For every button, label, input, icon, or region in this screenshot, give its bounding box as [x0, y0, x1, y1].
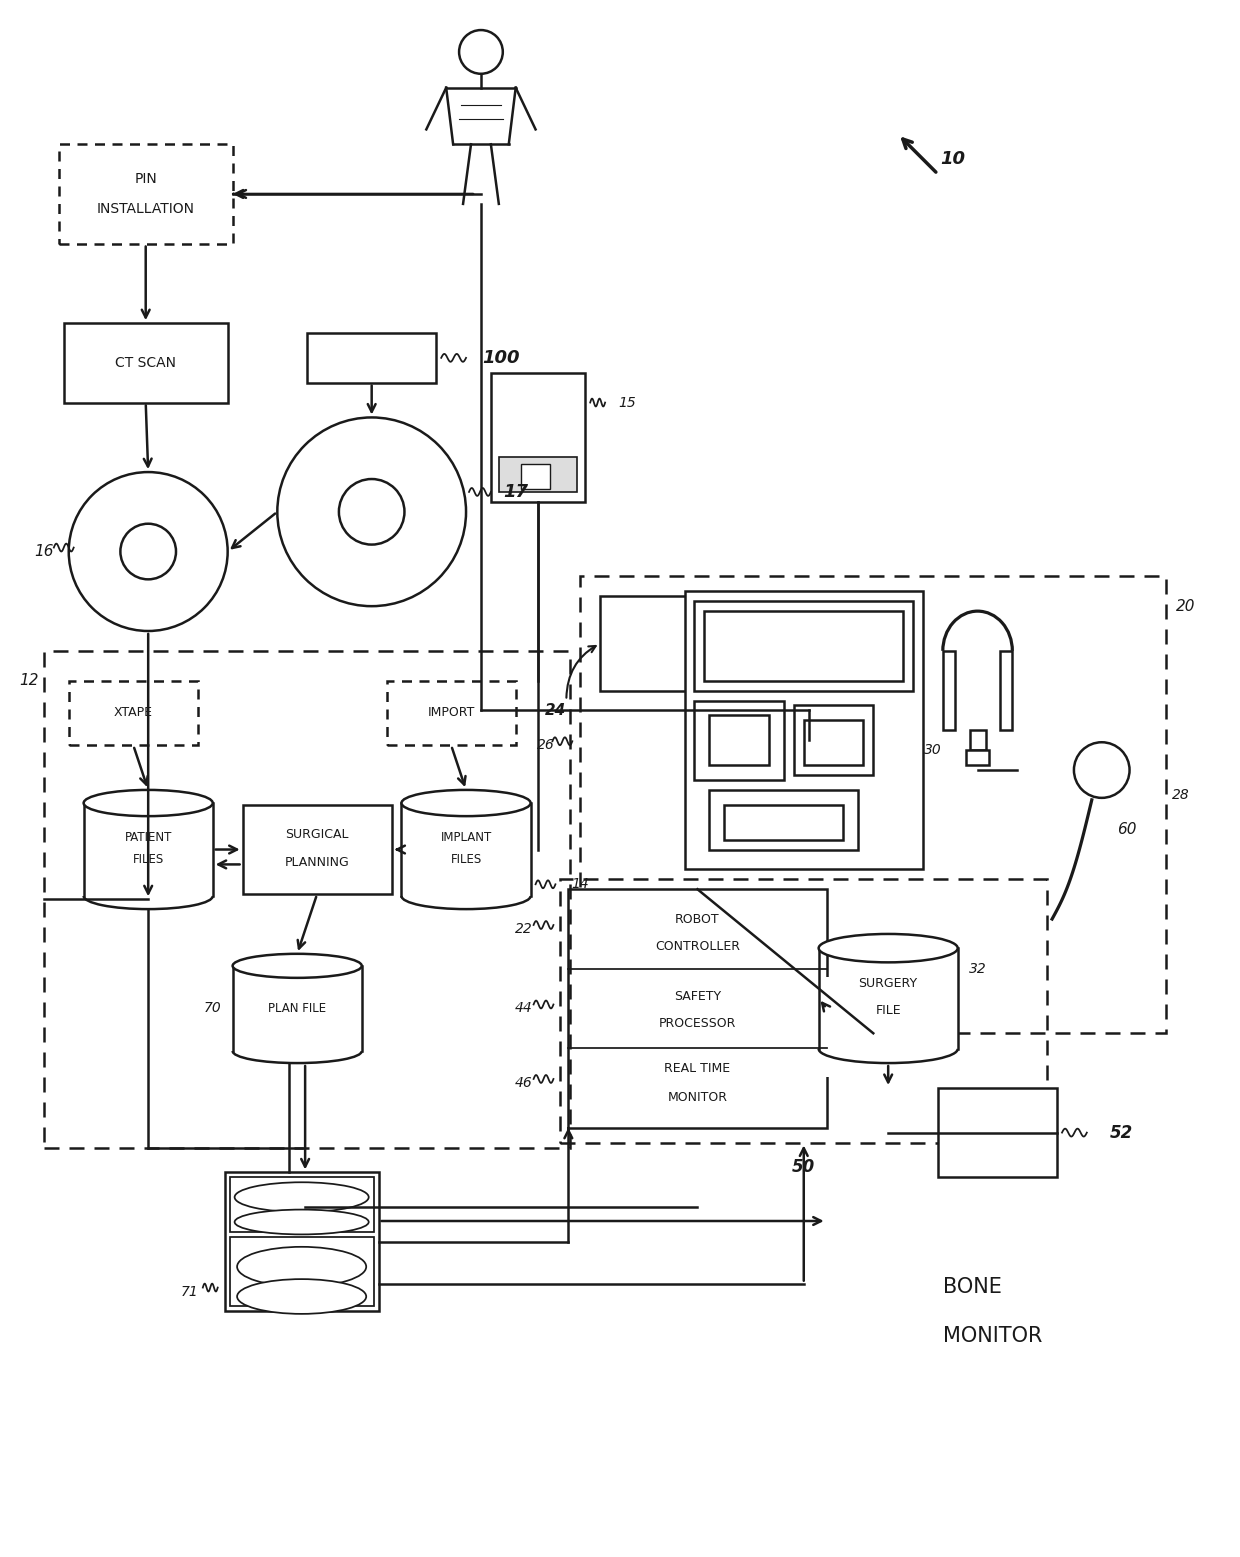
- Text: 71: 71: [181, 1285, 198, 1299]
- Bar: [229, 1236, 373, 1306]
- Text: 100: 100: [482, 349, 520, 367]
- Ellipse shape: [83, 789, 213, 816]
- Circle shape: [339, 480, 404, 545]
- Bar: [308, 333, 436, 383]
- Bar: [58, 145, 233, 243]
- Text: PIN: PIN: [134, 173, 157, 185]
- Text: SURGICAL: SURGICAL: [285, 828, 348, 841]
- Bar: [243, 805, 392, 894]
- Bar: [68, 680, 198, 746]
- Text: MONITOR: MONITOR: [667, 1091, 728, 1104]
- Bar: [709, 789, 858, 850]
- Text: 24: 24: [544, 702, 567, 718]
- Bar: [224, 1172, 378, 1311]
- Text: 30: 30: [924, 743, 941, 757]
- Bar: [568, 889, 827, 1127]
- Text: 44: 44: [515, 1001, 532, 1015]
- Ellipse shape: [234, 1182, 368, 1211]
- Text: BONE: BONE: [942, 1277, 1002, 1297]
- Bar: [402, 830, 531, 922]
- Text: ROBOT: ROBOT: [675, 912, 719, 925]
- Text: 10: 10: [940, 149, 965, 168]
- Text: PROCESSOR: PROCESSOR: [658, 1017, 737, 1029]
- Bar: [794, 705, 873, 775]
- Text: 50: 50: [792, 1158, 816, 1177]
- Text: 70: 70: [203, 1001, 222, 1015]
- Text: 20: 20: [1177, 598, 1195, 613]
- Circle shape: [68, 472, 228, 631]
- Text: 46: 46: [515, 1076, 532, 1090]
- Bar: [600, 596, 739, 691]
- Text: 12: 12: [20, 673, 38, 688]
- Bar: [694, 601, 913, 691]
- Text: 15: 15: [618, 395, 636, 409]
- Text: CONTROLLER: CONTROLLER: [655, 940, 740, 953]
- Text: 32: 32: [968, 962, 987, 976]
- Text: 22: 22: [515, 922, 532, 936]
- Bar: [709, 715, 769, 764]
- Text: REAL TIME: REAL TIME: [665, 1062, 730, 1074]
- Text: INSTALLATION: INSTALLATION: [97, 202, 195, 216]
- Circle shape: [278, 417, 466, 606]
- Ellipse shape: [818, 934, 957, 962]
- Bar: [83, 830, 213, 922]
- Bar: [684, 592, 923, 869]
- Text: FILES: FILES: [450, 853, 481, 866]
- Bar: [580, 576, 1167, 1034]
- Text: IMPLANT: IMPLANT: [440, 831, 492, 844]
- Ellipse shape: [234, 1210, 368, 1235]
- Bar: [694, 701, 784, 780]
- Text: FILES: FILES: [133, 853, 164, 866]
- Bar: [818, 976, 957, 1077]
- Text: MONITOR: MONITOR: [942, 1327, 1042, 1347]
- Bar: [970, 730, 986, 750]
- Bar: [498, 458, 578, 492]
- Text: SURGERY: SURGERY: [858, 978, 918, 990]
- Ellipse shape: [402, 789, 531, 816]
- Text: FILE: FILE: [875, 1004, 901, 1017]
- Bar: [704, 612, 903, 680]
- Text: 52: 52: [1110, 1124, 1133, 1141]
- Bar: [491, 372, 585, 501]
- Text: 26: 26: [537, 738, 554, 752]
- Ellipse shape: [237, 1280, 366, 1314]
- Bar: [560, 880, 1047, 1143]
- Text: PLANNING: PLANNING: [285, 856, 350, 869]
- Bar: [942, 651, 955, 730]
- Ellipse shape: [233, 954, 362, 978]
- Text: PLAN FILE: PLAN FILE: [268, 1003, 326, 1015]
- Bar: [233, 990, 362, 1074]
- Bar: [937, 1088, 1056, 1177]
- Bar: [387, 680, 516, 746]
- Text: 17: 17: [503, 483, 528, 501]
- Bar: [63, 324, 228, 403]
- Text: 14: 14: [572, 877, 589, 891]
- Circle shape: [120, 523, 176, 579]
- Text: 16: 16: [35, 543, 53, 559]
- Bar: [521, 464, 551, 489]
- Text: CT SCAN: CT SCAN: [115, 357, 176, 371]
- Bar: [43, 651, 570, 1148]
- Bar: [724, 805, 843, 839]
- Text: IMPORT: IMPORT: [428, 707, 475, 719]
- Text: XTAPE: XTAPE: [114, 707, 153, 719]
- Ellipse shape: [237, 1247, 366, 1286]
- Text: 60: 60: [1117, 822, 1136, 838]
- Bar: [229, 1177, 373, 1232]
- Bar: [1001, 651, 1012, 730]
- Text: SAFETY: SAFETY: [673, 990, 720, 1003]
- Text: 28: 28: [1172, 788, 1190, 802]
- Bar: [966, 750, 990, 764]
- Text: PATIENT: PATIENT: [124, 831, 172, 844]
- Bar: [804, 721, 863, 764]
